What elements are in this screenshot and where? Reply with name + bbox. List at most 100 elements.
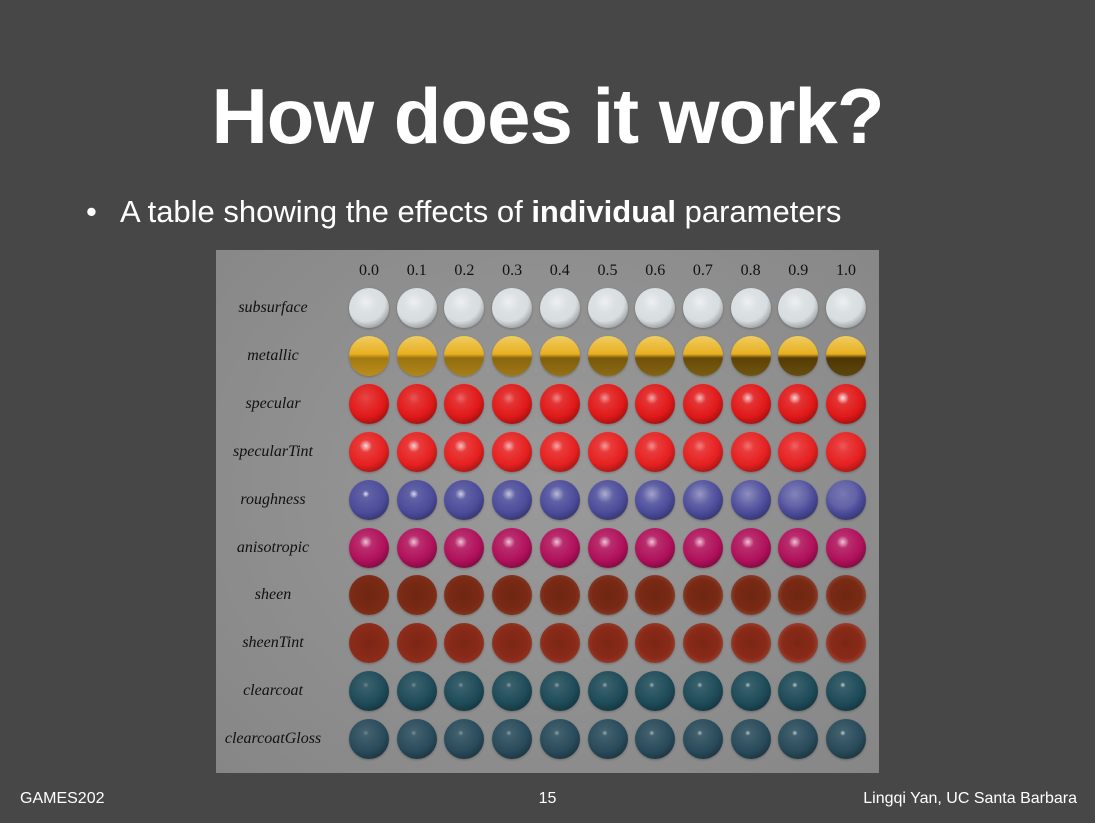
sphere-metallic-0.3	[492, 335, 533, 376]
sphere-metallic-0.7	[682, 335, 723, 376]
sphere-sheentint-0.6	[635, 623, 676, 664]
slide-title: How does it work?	[211, 72, 884, 160]
footer-page-number: 15	[538, 790, 557, 807]
bullet-text-prefix: A table showing the effects of	[120, 194, 532, 229]
sphere-clearcoatgloss-0.6	[635, 719, 676, 760]
sphere-clearcoat-0.7	[682, 671, 723, 712]
sphere-clearcoat-1.0	[826, 671, 866, 712]
sphere-clearcoat-0.6	[635, 671, 676, 712]
sphere-specular-0.2	[444, 383, 485, 424]
sphere-specular-0.3	[492, 383, 533, 424]
sphere-metallic-0.2	[444, 335, 485, 376]
bullet-text-bold: individual	[531, 194, 676, 229]
sphere-subsurface-0.6	[635, 288, 676, 328]
sphere-anisotropic-0.6	[635, 527, 676, 568]
sphere-clearcoatgloss-1.0	[826, 719, 866, 760]
sphere-speculartint-0.9	[778, 431, 819, 472]
sphere-sheentint-0.4	[539, 623, 580, 664]
column-header-0.2: 0.2	[454, 262, 475, 279]
sphere-subsurface-0.9	[778, 288, 819, 328]
sphere-clearcoat-0.1	[396, 671, 437, 712]
sphere-speculartint-0.4	[539, 431, 580, 472]
sphere-roughness-0.3	[492, 479, 533, 520]
sphere-speculartint-0.3	[492, 431, 533, 472]
sphere-subsurface-0.8	[730, 288, 771, 328]
row-label-speculartint: specularTint	[232, 442, 313, 460]
sphere-anisotropic-0.7	[682, 527, 723, 568]
sphere-specular-0.0	[349, 383, 389, 424]
sphere-roughness-0.8	[730, 479, 771, 520]
sphere-clearcoatgloss-0.8	[730, 719, 771, 760]
sphere-clearcoatgloss-0.0	[349, 719, 389, 760]
column-header-0.6: 0.6	[645, 262, 666, 279]
bullet-point: • A table showing the effects of individu…	[86, 190, 841, 234]
sphere-sheentint-0.7	[682, 623, 723, 664]
sphere-specular-0.9	[778, 383, 819, 424]
parameter-table-figure: 0.0 0.1 0.2 0.3 0.4 0.5 0.6 0.7 0.8 0.9 1.0 subsurf…	[216, 250, 879, 773]
sphere-sheen-0.7	[682, 575, 723, 616]
sphere-subsurface-0.0	[349, 288, 389, 328]
sphere-specular-0.7	[682, 383, 723, 424]
sphere-subsurface-0.2	[444, 288, 485, 328]
row-label-sheentint: sheenTint	[242, 634, 304, 652]
row-label-roughness: roughness	[240, 490, 306, 508]
sphere-sheentint-1.0	[826, 623, 866, 664]
row-label-anisotropic: anisotropic	[236, 538, 310, 556]
sphere-sheentint-0.2	[444, 623, 485, 664]
column-header-0.3: 0.3	[502, 262, 523, 279]
sphere-clearcoat-0.3	[492, 671, 533, 712]
sphere-anisotropic-0.4	[539, 527, 580, 568]
sphere-roughness-0.7	[682, 479, 723, 520]
sphere-subsurface-0.7	[682, 288, 723, 328]
row-label-subsurface: subsurface	[238, 299, 308, 316]
sphere-anisotropic-0.5	[587, 527, 628, 568]
sphere-speculartint-0.1	[396, 431, 437, 472]
sphere-sheentint-0.1	[396, 623, 437, 664]
sphere-sheen-0.1	[396, 575, 437, 616]
column-header-1.0: 1.0	[836, 262, 856, 279]
column-header-0.4: 0.4	[549, 262, 570, 279]
sphere-sheen-0.9	[778, 575, 819, 616]
sphere-sheentint-0.0	[349, 623, 389, 664]
sphere-sheen-0.8	[730, 575, 771, 616]
bullet-text-suffix: parameters	[676, 194, 842, 229]
sphere-subsurface-1.0	[826, 288, 866, 328]
sphere-anisotropic-0.3	[492, 527, 533, 568]
sphere-metallic-0.0	[349, 335, 389, 376]
sphere-speculartint-0.7	[682, 431, 723, 472]
column-header-0.1: 0.1	[406, 262, 427, 279]
sphere-clearcoat-0.2	[444, 671, 485, 712]
sphere-clearcoat-0.4	[539, 671, 580, 712]
sphere-anisotropic-1.0	[826, 527, 866, 568]
sphere-anisotropic-0.0	[349, 527, 389, 568]
sphere-speculartint-0.0	[349, 431, 389, 472]
sphere-metallic-0.6	[635, 335, 676, 376]
sphere-clearcoatgloss-0.5	[587, 719, 628, 760]
sphere-clearcoatgloss-0.1	[396, 719, 437, 760]
sphere-sheen-0.5	[587, 575, 628, 616]
sphere-speculartint-0.8	[730, 431, 771, 472]
row-label-specular: specular	[245, 394, 301, 412]
sphere-subsurface-0.5	[587, 288, 628, 328]
sphere-subsurface-0.1	[396, 288, 437, 328]
sphere-specular-0.6	[635, 383, 676, 424]
column-header-0.5: 0.5	[597, 262, 618, 279]
column-header-0.8: 0.8	[740, 262, 761, 279]
footer-course: GAMES202	[20, 790, 105, 807]
sphere-speculartint-0.5	[587, 431, 628, 472]
sphere-clearcoatgloss-0.3	[492, 719, 533, 760]
sphere-specular-0.1	[396, 383, 437, 424]
sphere-clearcoat-0.5	[587, 671, 628, 712]
sphere-clearcoatgloss-0.7	[682, 719, 723, 760]
sphere-anisotropic-0.8	[730, 527, 771, 568]
sphere-sheen-0.6	[635, 575, 676, 616]
sphere-specular-0.5	[587, 383, 628, 424]
sphere-sheentint-0.5	[587, 623, 628, 664]
sphere-roughness-0.4	[539, 479, 580, 520]
sphere-roughness-0.1	[396, 479, 437, 520]
column-header-0.9: 0.9	[788, 262, 809, 279]
sphere-speculartint-0.6	[635, 431, 676, 472]
column-header-0.0: 0.0	[359, 262, 379, 279]
sphere-metallic-0.8	[730, 335, 771, 376]
sphere-metallic-0.5	[587, 335, 628, 376]
